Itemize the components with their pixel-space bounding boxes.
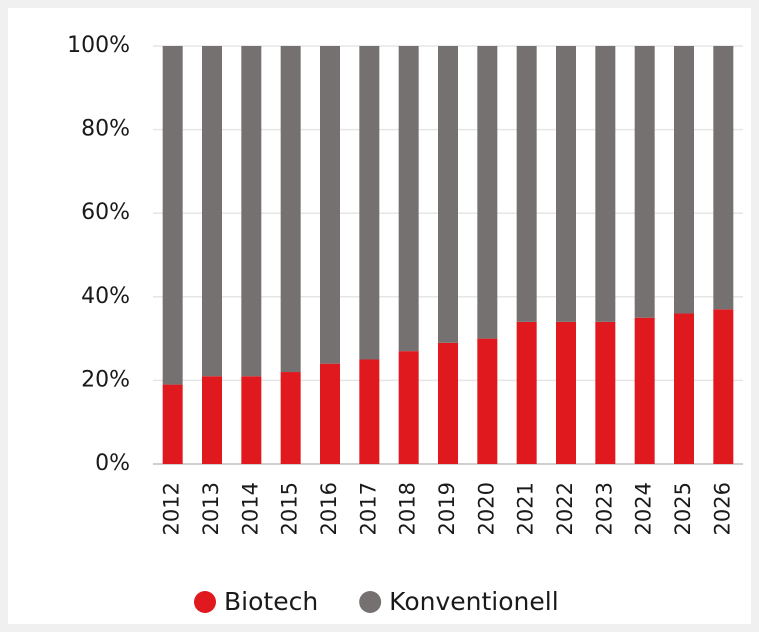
bar-segment xyxy=(556,46,576,322)
x-tick-label: 2023 xyxy=(592,482,616,535)
bar-segment xyxy=(516,321,537,464)
bar-segment xyxy=(595,321,616,464)
bar-segment xyxy=(398,351,419,464)
bar-segment xyxy=(320,363,340,464)
bar-segment xyxy=(162,384,183,464)
x-tick-label: 2016 xyxy=(317,482,341,535)
x-tick-label: 2019 xyxy=(435,482,459,535)
bar-segment xyxy=(359,46,380,360)
y-tick-label: 40% xyxy=(81,284,130,309)
bar-segment xyxy=(359,359,380,464)
x-tick-label: 2018 xyxy=(396,482,420,535)
bar-segment xyxy=(713,309,734,464)
x-tick-label: 2015 xyxy=(278,482,302,535)
bar-segment xyxy=(556,321,576,464)
legend-marker xyxy=(194,591,216,613)
bar-segment xyxy=(280,46,301,373)
x-tick-label: 2012 xyxy=(160,482,184,535)
legend-label: Biotech xyxy=(224,587,318,616)
x-tick-label: 2021 xyxy=(514,482,538,535)
legend-label: Konventionell xyxy=(389,587,558,616)
bar-segment xyxy=(674,313,694,464)
legend-marker xyxy=(359,591,382,613)
x-tick-label: 2022 xyxy=(553,482,577,535)
bar-segment xyxy=(713,46,734,310)
x-tick-label: 2014 xyxy=(238,482,262,535)
bar-segment xyxy=(516,46,537,322)
y-tick-label: 60% xyxy=(81,200,130,225)
x-tick-label: 2024 xyxy=(632,482,656,535)
bar-segment xyxy=(280,372,301,464)
y-tick-label: 80% xyxy=(81,117,130,142)
bar-segment xyxy=(241,376,262,464)
bar-segment xyxy=(202,46,222,377)
bar-segment xyxy=(162,46,183,385)
y-tick-label: 100% xyxy=(67,33,130,58)
bar-segment xyxy=(477,46,498,339)
bar-segment xyxy=(202,376,222,464)
y-tick-label: 0% xyxy=(95,451,130,476)
bar-segment xyxy=(320,46,340,364)
y-tick-label: 20% xyxy=(81,367,130,392)
x-tick-label: 2017 xyxy=(356,482,380,535)
bar-segment xyxy=(674,46,694,314)
bar-segment xyxy=(634,46,655,318)
bar-segment xyxy=(438,342,458,464)
bar-segment xyxy=(241,46,262,377)
bar-segment xyxy=(477,338,498,464)
x-tick-label: 2025 xyxy=(671,482,695,535)
bar-segment xyxy=(595,46,616,322)
x-tick-label: 2013 xyxy=(199,482,223,535)
x-tick-label: 2026 xyxy=(710,482,734,535)
x-tick-label: 2020 xyxy=(474,482,498,535)
background xyxy=(8,8,751,624)
bar-segment xyxy=(398,46,419,352)
bar-segment xyxy=(438,46,458,343)
bar-segment xyxy=(634,317,655,464)
